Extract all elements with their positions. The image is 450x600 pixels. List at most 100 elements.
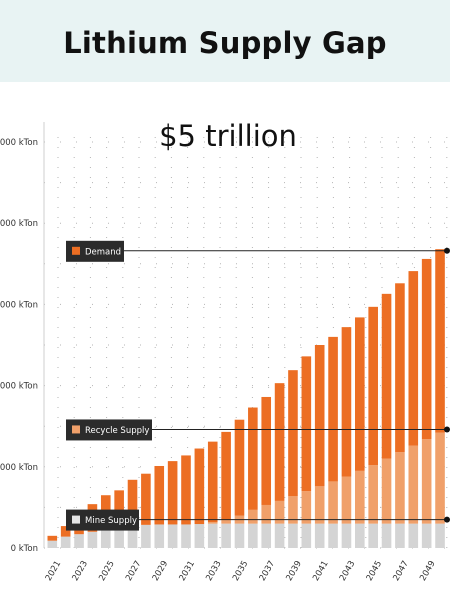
- bar-segment: [368, 465, 378, 524]
- bar-segment: [368, 306, 378, 466]
- bar-segment: [355, 470, 365, 524]
- bar-segment: [314, 345, 325, 487]
- bar-segment: [288, 496, 298, 524]
- x-tick-label: 2029: [151, 559, 170, 583]
- bar-segment: [100, 527, 111, 548]
- x-tick-label: 2039: [284, 559, 303, 583]
- bar-segment: [141, 473, 151, 525]
- bar-segment: [395, 452, 405, 524]
- bar-segment: [435, 249, 445, 433]
- legend-swatch: [72, 246, 80, 255]
- bar-segment: [207, 523, 218, 548]
- x-tick-label: 2025: [97, 559, 116, 583]
- bar-segment: [328, 336, 338, 482]
- bar-segment: [47, 535, 58, 541]
- bar-segment: [154, 465, 165, 525]
- bar-segment: [248, 509, 258, 524]
- bar-segment: [87, 531, 98, 548]
- y-tick-label: 2,000 kTon: [0, 382, 38, 392]
- bar-segment: [328, 523, 338, 548]
- legend-reference-lines: Demand Recycle Supply Mine Supply: [66, 240, 450, 531]
- chart-area: 0 kTon 1,000 kTon 2,000 kTon 3,000 kTon 4,00…: [0, 82, 450, 600]
- x-axis-ticks: 2021 2023 2025 2027 2029 2031 2033 2035 2037 2039…: [44, 559, 438, 583]
- bar-segment: [234, 419, 245, 516]
- bar-segment: [194, 448, 205, 525]
- bar-segment: [314, 523, 325, 548]
- legend-label: Demand: [85, 247, 121, 257]
- bar-segment: [301, 356, 312, 492]
- bar-segment: [355, 317, 365, 471]
- bar-segment: [435, 523, 445, 548]
- bar-segment: [341, 327, 352, 477]
- y-tick-label: 4,000 kTon: [0, 219, 38, 229]
- bar-segment: [74, 534, 84, 548]
- x-tick-label: 2037: [258, 559, 277, 583]
- bar-segment: [60, 526, 71, 537]
- bar-segment: [421, 258, 432, 440]
- bar-segment: [207, 441, 218, 523]
- supply-gap-chart: 0 kTon 1,000 kTon 2,000 kTon 3,000 kTon 4,00…: [0, 119, 450, 583]
- x-tick-label: 2031: [178, 559, 197, 583]
- bar-segment: [368, 523, 378, 548]
- bar-segment: [141, 524, 151, 548]
- bar-segment: [114, 526, 124, 548]
- bar-segment: [395, 283, 405, 453]
- x-tick-label: 2035: [231, 559, 250, 583]
- page-title: Lithium Supply Gap: [63, 26, 387, 60]
- reference-line-endpoint: [444, 247, 450, 254]
- bar-segment: [381, 523, 392, 548]
- bar-segment: [261, 523, 272, 548]
- bar-segment: [381, 458, 392, 524]
- header-banner: Lithium Supply Gap: [0, 0, 450, 82]
- bar-segment: [194, 524, 205, 548]
- bars: [47, 249, 445, 548]
- bar-segment: [60, 536, 71, 548]
- x-tick-label: 2047: [391, 559, 410, 583]
- legend-label: Mine Supply: [85, 516, 137, 526]
- bar-segment: [248, 407, 258, 510]
- bar-segment: [127, 525, 138, 548]
- legend-swatch: [72, 425, 80, 434]
- bar-segment: [207, 522, 218, 524]
- reference-line-endpoint: [444, 516, 450, 523]
- bar-segment: [301, 523, 312, 548]
- y-axis-ticks: 0 kTon 1,000 kTon 2,000 kTon 3,000 kTon 4,00…: [0, 138, 38, 554]
- bar-segment: [288, 523, 298, 548]
- x-tick-label: 2045: [365, 559, 384, 583]
- y-tick-label: 0 kTon: [11, 544, 38, 554]
- bar-segment: [381, 293, 392, 459]
- bar-segment: [221, 519, 231, 524]
- bar-segment: [408, 523, 419, 548]
- bar-segment: [47, 540, 58, 548]
- bar-segment: [328, 481, 338, 524]
- bar-segment: [274, 383, 285, 501]
- bar-segment: [167, 461, 178, 525]
- bar-segment: [234, 523, 245, 548]
- bar-segment: [395, 523, 405, 548]
- x-tick-label: 2043: [338, 559, 357, 583]
- legend-label: Recycle Supply: [85, 426, 149, 436]
- x-tick-label: 2033: [204, 559, 223, 583]
- bar-segment: [314, 486, 325, 524]
- bar-segment: [341, 523, 352, 548]
- x-tick-label: 2049: [418, 559, 437, 583]
- bar-segment: [341, 476, 352, 524]
- x-tick-label: 2023: [71, 559, 90, 583]
- bar-segment: [421, 439, 432, 524]
- bar-segment: [221, 523, 231, 548]
- legend-box: [66, 240, 124, 262]
- bar-segment: [301, 491, 312, 524]
- bar-segment: [261, 396, 272, 505]
- bar-segment: [274, 523, 285, 548]
- bar-segment: [127, 479, 138, 526]
- legend-swatch: [72, 515, 80, 524]
- bar-segment: [248, 523, 258, 548]
- legend-box: [66, 419, 152, 441]
- bar-segment: [154, 524, 165, 548]
- bar-segment: [261, 504, 272, 524]
- bar-segment: [221, 431, 231, 520]
- bar-segment: [408, 271, 419, 446]
- bar-segment: [288, 370, 298, 497]
- bar-segment: [181, 524, 191, 548]
- chart-annotation: $5 trillion: [159, 119, 297, 153]
